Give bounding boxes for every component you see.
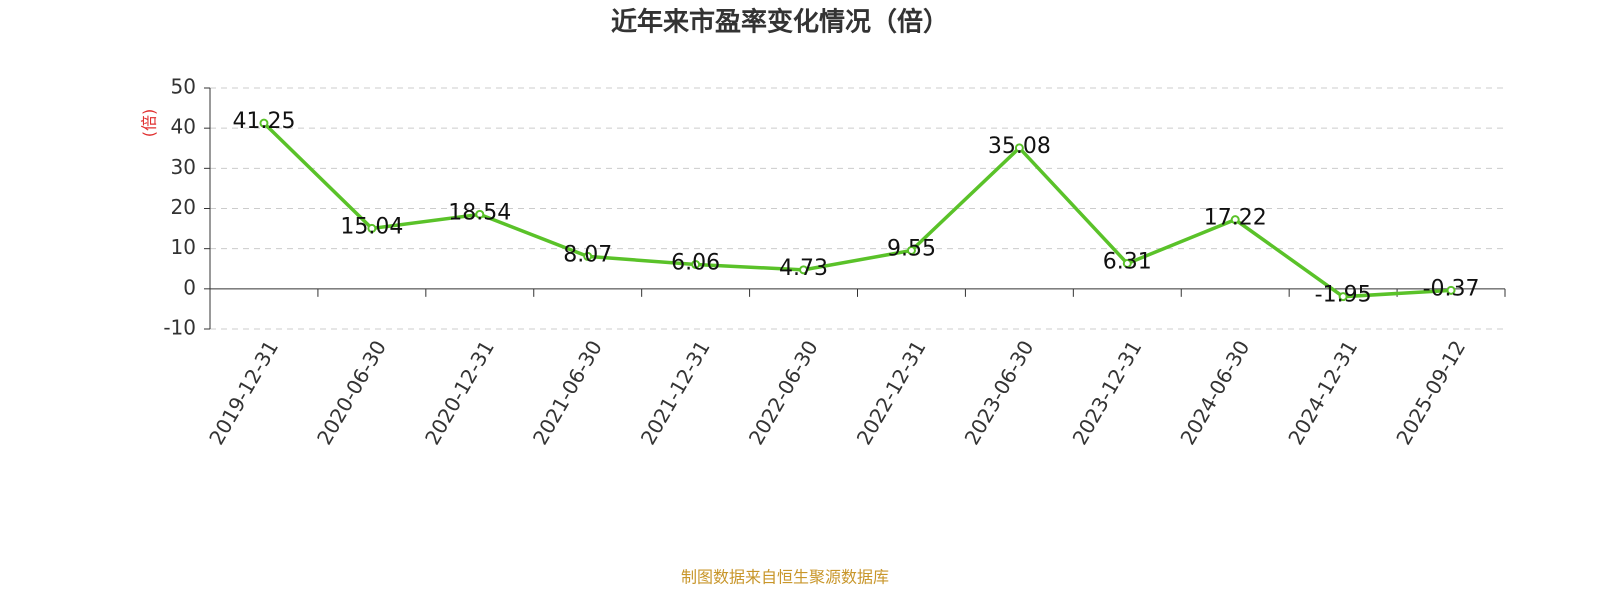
data-label: 6.06 (671, 250, 720, 275)
source-note: 制图数据来自恒生聚源数据库 (681, 568, 889, 587)
point (1014, 143, 1024, 153)
point (475, 209, 485, 219)
data-label: 4.73 (779, 256, 828, 281)
y-tick-label: 20 (171, 195, 196, 219)
y-tick-label: -10 (163, 316, 196, 340)
y-tick-label: 50 (171, 75, 196, 99)
point (1230, 215, 1240, 225)
y-tick-label: 30 (171, 155, 196, 179)
x-tick-label: 2024-12-31 (1283, 336, 1362, 449)
data-label: 17.22 (1204, 206, 1267, 231)
chart-title: 近年来市盈率变化情况（倍） (611, 7, 949, 38)
data-label: -0.37 (1423, 276, 1480, 301)
y-tick-label: 40 (171, 115, 196, 139)
data-label: 35.08 (988, 134, 1051, 159)
x-tick-label: 2020-12-31 (420, 336, 499, 449)
data-label: 18.54 (448, 200, 511, 225)
y-tick-label: 10 (171, 235, 196, 259)
point (691, 259, 701, 269)
data-label: 15.04 (340, 214, 403, 239)
x-tick-label: 2022-06-30 (744, 336, 823, 449)
point (367, 223, 377, 233)
data-label: 9.55 (887, 236, 936, 261)
x-tick-label: 2025-09-12 (1391, 336, 1470, 449)
x-tick-label: 2024-06-30 (1175, 336, 1254, 449)
x-tick-label: 2021-06-30 (528, 336, 607, 449)
data-label: 8.07 (563, 242, 612, 267)
point (1446, 285, 1456, 295)
x-tick-label: 2021-12-31 (636, 336, 715, 449)
data-label: 41.25 (232, 109, 295, 134)
x-tick-label: 2023-06-30 (960, 336, 1039, 449)
point (259, 118, 269, 128)
point (583, 251, 593, 261)
data-label: 6.31 (1103, 249, 1152, 274)
x-tick-label: 2023-12-31 (1067, 336, 1146, 449)
y-axis-label: (倍) (140, 109, 159, 138)
x-tick-label: 2020-06-30 (312, 336, 391, 449)
point (906, 245, 916, 255)
y-tick-label: 0 (183, 275, 196, 299)
point (1122, 258, 1132, 268)
x-tick-label: 2022-12-31 (852, 336, 931, 449)
line (262, 121, 1452, 299)
data-label: -1.95 (1315, 283, 1372, 308)
point (1338, 292, 1348, 302)
x-tick-label: 2019-12-31 (204, 336, 283, 449)
point (799, 265, 809, 275)
